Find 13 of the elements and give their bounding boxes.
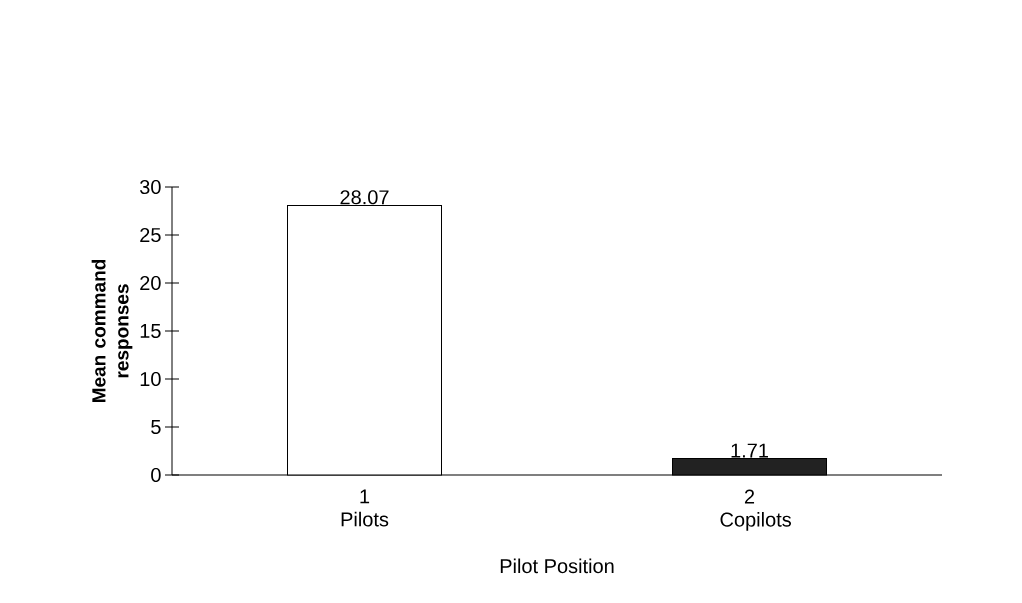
y-tick-label: 30 <box>139 179 161 195</box>
x-tick-label: 2 Copilots <box>720 489 792 531</box>
y-axis-title: Mean command responses <box>91 259 133 403</box>
data-label: 1.71 <box>731 443 768 458</box>
y-tick-label: 20 <box>140 275 161 291</box>
x-axis-title: Pilot Position <box>500 558 614 574</box>
x-tick-label: 1 Pilots <box>341 489 389 527</box>
y-tick-label: 25 <box>140 227 161 243</box>
y-tick-label: 15 <box>140 324 161 338</box>
y-tick-label: 5 <box>151 420 161 434</box>
y-tick-label: 10 <box>140 371 161 387</box>
data-label: 28.07 <box>340 190 389 205</box>
y-tick-label: 0 <box>151 467 161 483</box>
